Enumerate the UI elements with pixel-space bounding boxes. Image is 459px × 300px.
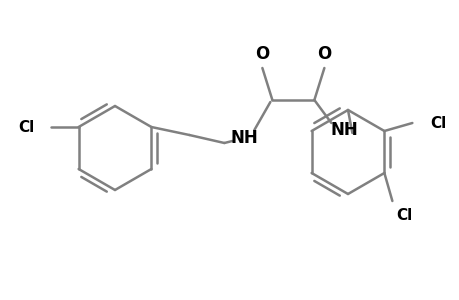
Text: NH: NH <box>330 121 358 139</box>
Text: O: O <box>255 45 269 63</box>
Text: O: O <box>317 45 331 63</box>
Text: Cl: Cl <box>396 208 412 223</box>
Text: Cl: Cl <box>430 116 446 130</box>
Text: Cl: Cl <box>18 119 34 134</box>
Text: NH: NH <box>230 129 257 147</box>
